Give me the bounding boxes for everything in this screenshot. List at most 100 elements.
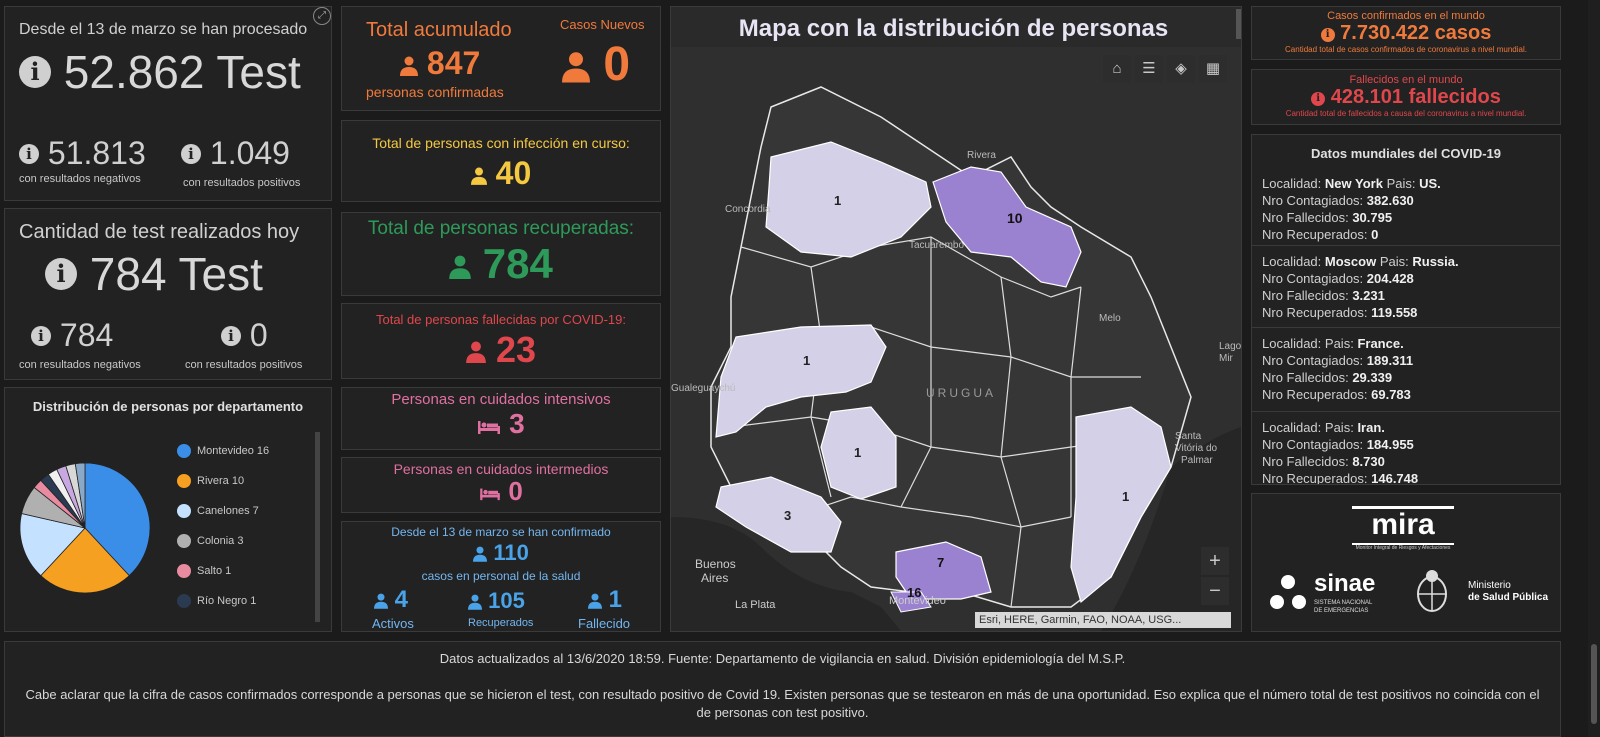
pie-slice-montevideo[interactable] <box>84 462 151 577</box>
legend-item[interactable]: Salto 1 <box>177 564 231 578</box>
info-icon[interactable]: i <box>1320 28 1335 42</box>
department-canelones[interactable] <box>895 541 992 600</box>
world-deceased-label: Nro Fallecidos: <box>1262 454 1349 469</box>
label-gualeguaychu: Gualeguaychú <box>671 383 736 394</box>
world-locality-label: Localidad: <box>1262 176 1322 191</box>
label-tacuarembo: Tacuarembó <box>909 240 965 251</box>
world-deceased-value: 8.730 <box>1352 454 1385 469</box>
mira-logo: mira Monitor Integral de Riesgos y Afect… <box>1352 506 1454 551</box>
world-locality-label: Localidad: <box>1262 254 1322 269</box>
accumulated-value: 847 <box>426 45 481 81</box>
info-icon[interactable]: i <box>19 144 39 164</box>
legend-item[interactable]: Montevideo 16 <box>177 444 269 458</box>
icu-value-row: 3 <box>342 408 660 440</box>
world-deceased-label: Nro Fallecidos: <box>1262 288 1349 303</box>
world-confirmed-value-row: i 7.730.422 casos <box>1252 22 1560 45</box>
pie-slice-rivera[interactable] <box>40 527 130 594</box>
legend-swatch <box>177 594 191 608</box>
health-staff-value-row: 110 <box>342 540 660 566</box>
world-deceased-panel: Fallecidos en el mundo i 428.101 falleci… <box>1251 69 1561 125</box>
map-attribution[interactable]: Esri, HERE, Garmin, FAO, NOAA, USG... <box>975 612 1231 628</box>
legend-scrollbar[interactable] <box>315 432 320 622</box>
department-pie-chart[interactable] <box>15 458 155 598</box>
info-icon[interactable]: i <box>221 326 241 346</box>
health-staff-header: Desde el 13 de marzo se han confirmado <box>391 525 611 539</box>
count-rocha: 1 <box>1122 489 1130 504</box>
legend-item[interactable]: Canelones 7 <box>177 504 259 518</box>
world-confirmed-panel: Casos confirmados en el mundo i 7.730.42… <box>1251 6 1561 60</box>
department-artigas-salto[interactable] <box>765 141 932 258</box>
world-recovered-label: Nro Recuperados: <box>1262 305 1368 320</box>
world-deceased-value: 3.231 <box>1352 288 1385 303</box>
world-deceased-title: Fallecidos en el mundo <box>1349 74 1463 86</box>
world-infected-value: 189.311 <box>1366 353 1414 368</box>
info-icon[interactable]: i <box>45 258 77 290</box>
world-data-line: Nro Fallecidos: 3.231 <box>1262 287 1552 304</box>
health-staff-recovered-row: 105 <box>468 588 525 614</box>
tests-today-panel: Cantidad de test realizados hoy i 784 Te… <box>4 208 332 380</box>
map-canvas[interactable] <box>671 47 1241 631</box>
person-icon <box>374 593 388 609</box>
info-icon[interactable]: i <box>19 56 51 88</box>
zoom-in-button[interactable]: + <box>1201 547 1229 575</box>
label-aires: Aires <box>701 571 729 585</box>
health-staff-active-value: 4 <box>394 586 409 613</box>
world-infected-label: Nro Contagiados: <box>1262 193 1364 208</box>
legend-item[interactable]: Colonia 3 <box>177 534 243 548</box>
info-icon[interactable]: i <box>31 326 51 346</box>
sinae-logo-text: sinae <box>1314 570 1376 597</box>
legend-item[interactable]: Río Negro 1 <box>177 594 256 608</box>
person-icon <box>468 594 482 610</box>
qr-code-icon[interactable]: ▦ <box>1199 55 1227 83</box>
health-staff-active-label: Activos <box>372 616 414 631</box>
page-scrollbar[interactable] <box>1588 0 1600 737</box>
legend-swatch <box>177 534 191 548</box>
home-icon[interactable]: ⌂ <box>1103 55 1131 83</box>
department-paysandu[interactable] <box>715 324 887 438</box>
world-recovered-value: 146.748 <box>1371 471 1419 485</box>
world-confirmed-value: 7.730.422 casos <box>1340 22 1492 44</box>
department-rocha[interactable] <box>1070 406 1172 604</box>
world-data-title: Datos mundiales del COVID-19 <box>1311 146 1501 161</box>
sinae-subtitle-1: SISTEMA NACIONAL <box>1314 600 1373 606</box>
tests-today-value: 784 Test <box>89 248 263 300</box>
department-durazno[interactable] <box>820 406 897 500</box>
list-icon[interactable]: ☰ <box>1135 55 1163 83</box>
footer-panel: Datos actualizados al 13/6/2020 18:59. F… <box>4 641 1561 737</box>
department-rivera[interactable] <box>932 166 1082 288</box>
footer-update-text: Datos actualizados al 13/6/2020 18:59. F… <box>439 651 1126 666</box>
world-deceased-value-row: i 428.101 fallecidos <box>1252 86 1560 109</box>
world-locality-label: Localidad: <box>1262 420 1322 435</box>
pie-slice-canelones[interactable] <box>19 513 86 577</box>
health-staff-value: 110 <box>493 540 529 565</box>
world-data-line: Nro Recuperados: 0 <box>1262 226 1552 243</box>
tests-total-header: Desde el 13 de marzo se han procesado <box>19 21 308 38</box>
mira-logo-subtitle: Monitor Integral de Riesgos y Afectacion… <box>1352 543 1454 551</box>
label-santa: Santa <box>1175 431 1202 442</box>
expand-icon[interactable]: ⤢ <box>313 7 331 25</box>
footer-disclaimer-text: Cabe aclarar que la cifra de casos confi… <box>25 687 1540 720</box>
map-scrollbar[interactable] <box>1236 9 1241 39</box>
info-icon[interactable]: i <box>181 144 201 164</box>
layers-icon[interactable]: ◈ <box>1167 55 1195 83</box>
msp-text-2: de Salud Pública <box>1468 592 1549 603</box>
department-montevideo[interactable] <box>890 591 932 613</box>
zoom-out-button[interactable]: − <box>1201 577 1229 605</box>
world-recovered-value: 69.783 <box>1371 387 1411 402</box>
legend-item[interactable]: Rivera 10 <box>177 474 244 488</box>
tests-total-negatives: i 51.813 <box>19 135 146 172</box>
recovered-panel: Total de personas recuperadas: 784 <box>341 212 661 296</box>
legend-swatch <box>177 444 191 458</box>
deceased-value: 23 <box>495 329 537 370</box>
label-palmar: Palmar <box>1181 455 1213 466</box>
info-icon[interactable]: i <box>1311 92 1326 106</box>
sinae-icon <box>1270 575 1306 609</box>
label-mir: Mir <box>1219 353 1233 364</box>
tests-today-positives: i 0 <box>221 317 268 354</box>
department-colonia[interactable] <box>715 476 842 553</box>
page-scrollbar-thumb[interactable] <box>1591 644 1597 724</box>
person-icon <box>588 593 602 609</box>
intermediate-panel: Personas en cuidados intermedios 0 <box>341 457 661 513</box>
world-data-entry: Localidad: Pais: Iran. Nro Contagiados: … <box>1262 419 1552 485</box>
pie-slice-durazno[interactable] <box>74 462 86 529</box>
